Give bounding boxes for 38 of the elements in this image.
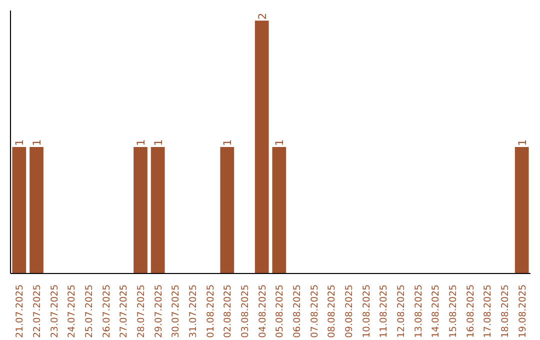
x-tick-label: 23.07.2025	[49, 284, 60, 338]
x-tick-label: 02.08.2025	[222, 284, 234, 338]
x-tick-label: 30.07.2025	[170, 284, 182, 338]
x-tick-label: 31.07.2025	[188, 284, 199, 338]
data-label: 1	[30, 139, 44, 146]
x-tick-label: 28.07.2025	[136, 284, 147, 338]
data-label: 2	[256, 12, 269, 20]
x-tick-label: 29.07.2025	[153, 284, 164, 338]
x-tick-label: 06.08.2025	[292, 284, 303, 338]
x-tick-label: 14.08.2025	[430, 284, 442, 338]
x-tick-label: 21.07.2025	[14, 284, 26, 338]
x-tick-label: 25.07.2025	[84, 284, 95, 338]
x-tick-label: 04.08.2025	[257, 284, 268, 338]
x-tick-label: 07.08.2025	[309, 284, 320, 338]
data-label: 1	[13, 139, 26, 146]
x-tick-label: 24.07.2025	[66, 284, 78, 338]
x-tick-label: 12.08.2025	[396, 284, 407, 338]
x-tick-label: 26.07.2025	[101, 284, 112, 338]
data-label: 1	[273, 139, 286, 146]
x-tick-label: 16.08.2025	[465, 284, 476, 338]
x-tick-label: 18.08.2025	[500, 284, 511, 338]
x-tick-label: 09.08.2025	[344, 284, 355, 338]
x-tick-label: 22.07.2025	[32, 284, 43, 338]
data-label: 1	[152, 139, 165, 146]
data-label: 1	[221, 139, 234, 146]
x-tick-label: 01.08.2025	[205, 284, 216, 338]
x-tick-label: 05.08.2025	[274, 284, 286, 338]
x-tick-label: 17.08.2025	[482, 284, 494, 338]
x-tick-label: 19.08.2025	[517, 284, 528, 338]
data-label: 1	[134, 139, 148, 146]
x-tick-label: 10.08.2025	[361, 284, 372, 338]
x-tick-label: 13.08.2025	[413, 284, 424, 338]
x-tick-label: 11.08.2025	[378, 284, 390, 338]
x-tick-label: 27.07.2025	[118, 284, 130, 338]
data-label: 1	[516, 139, 529, 146]
x-tick-label: 03.08.2025	[240, 284, 251, 338]
x-tick-label: 08.08.2025	[326, 284, 338, 338]
x-tick-label: 15.08.2025	[448, 284, 459, 338]
